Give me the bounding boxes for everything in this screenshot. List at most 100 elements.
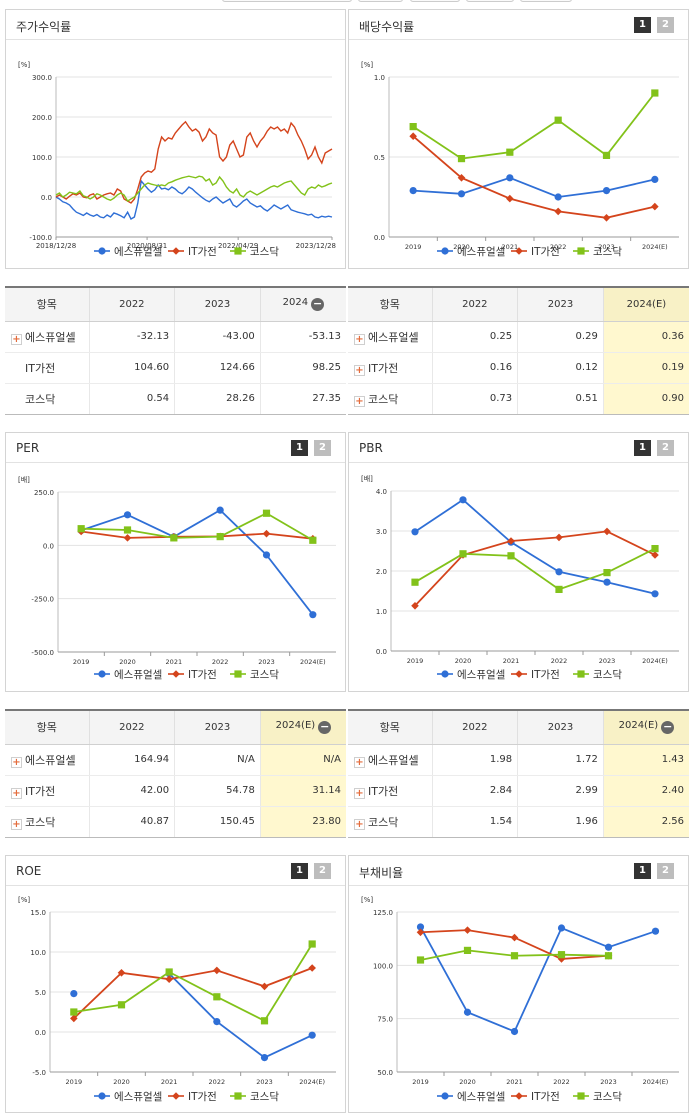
table-cell: 150.45 bbox=[174, 806, 261, 837]
legend-label: IT가전 bbox=[188, 246, 217, 258]
table-cell: 0.73 bbox=[431, 383, 518, 414]
col-header-label: 2024 bbox=[282, 297, 309, 309]
collapse-icon[interactable]: − bbox=[661, 720, 675, 735]
series-line bbox=[413, 176, 656, 198]
legend-marker bbox=[577, 247, 585, 255]
y-tick-label: 200.0 bbox=[32, 114, 52, 122]
expand-icon[interactable]: + bbox=[354, 787, 365, 799]
page-2-button[interactable]: 2 bbox=[657, 17, 674, 33]
collapse-icon[interactable]: − bbox=[318, 720, 332, 735]
table-cell: 0.54 bbox=[88, 383, 175, 414]
price-panel: 주가수익률 [%] -100.0 0.0 100.0 200.0 300.0 2018/12… bbox=[5, 9, 346, 269]
price-panel-header: 주가수익률 bbox=[6, 10, 345, 40]
expand-icon[interactable]: + bbox=[11, 756, 22, 768]
dividend-panel-title: 배당수익률 bbox=[359, 20, 415, 34]
dividend-panel-header: 배당수익률 1 2 bbox=[349, 10, 688, 40]
top-tab-3[interactable] bbox=[410, 0, 460, 2]
data-point bbox=[411, 602, 419, 610]
data-point bbox=[123, 511, 132, 519]
page-1-button[interactable]: 1 bbox=[634, 863, 651, 879]
legend-label: IT가전 bbox=[531, 669, 560, 681]
table-cell: 0.25 bbox=[431, 321, 518, 353]
debt-panel-title: 부채비율 bbox=[359, 866, 404, 880]
page-1-button[interactable]: 1 bbox=[291, 440, 308, 456]
data-point bbox=[510, 952, 519, 960]
table-cell: 28.26 bbox=[174, 383, 261, 414]
top-tab-5[interactable] bbox=[520, 0, 572, 2]
data-point bbox=[308, 1031, 316, 1039]
legend-label: 에스퓨얼셀 bbox=[457, 1091, 505, 1103]
table-row: + IT가전 2.84 2.99 2.40 bbox=[348, 775, 689, 807]
data-point bbox=[411, 578, 419, 586]
data-point bbox=[506, 148, 514, 156]
y-tick-label: -250.0 bbox=[31, 596, 54, 604]
y-tick-label: 0.0 bbox=[374, 234, 385, 242]
data-point bbox=[216, 533, 224, 541]
top-tab-2[interactable] bbox=[358, 0, 403, 2]
x-tick-label: 2023 bbox=[598, 243, 615, 251]
pbr-table: 항목 2022 2023 2024(E) − + 에스퓨얼셀 1.98 1.72 1… bbox=[348, 709, 689, 838]
expand-icon[interactable]: + bbox=[354, 818, 365, 830]
x-tick-label: 2022 bbox=[550, 243, 567, 251]
data-point bbox=[506, 194, 514, 203]
page-2-button[interactable]: 2 bbox=[657, 440, 674, 456]
legend-label: IT가전 bbox=[188, 1091, 217, 1103]
expand-icon[interactable]: + bbox=[11, 818, 22, 830]
table-cell-estimate: 0.19 bbox=[602, 352, 689, 384]
col-header: 항목 bbox=[348, 711, 432, 745]
legend-label: IT가전 bbox=[531, 1091, 560, 1103]
collapse-icon[interactable]: − bbox=[311, 297, 325, 312]
x-tick-label: 2021 bbox=[503, 657, 520, 665]
x-tick-label: 2022 bbox=[553, 1078, 570, 1086]
col-header: 2022 bbox=[431, 711, 518, 745]
table-cell: 98.25 bbox=[259, 352, 346, 384]
expand-icon[interactable]: + bbox=[11, 333, 22, 345]
page-1-button[interactable]: 1 bbox=[634, 440, 651, 456]
data-point bbox=[602, 151, 611, 159]
data-point bbox=[213, 966, 221, 975]
table-row: + 에스퓨얼셀 0.25 0.29 0.36 bbox=[348, 321, 689, 353]
row-label: + 코스닥 bbox=[348, 806, 432, 837]
table-cell: 124.66 bbox=[174, 352, 261, 384]
table-header-row: 항목 2022 2023 2024(E) bbox=[348, 288, 689, 322]
page-2-button[interactable]: 2 bbox=[314, 440, 331, 456]
data-point bbox=[262, 551, 271, 559]
legend-label: IT가전 bbox=[531, 246, 560, 258]
table-cell: 40.87 bbox=[88, 806, 175, 837]
table-row: + 코스닥 0.73 0.51 0.90 bbox=[348, 383, 689, 414]
y-tick-label: 0.5 bbox=[374, 154, 385, 162]
expand-icon[interactable]: + bbox=[354, 756, 365, 768]
page-2-button[interactable]: 2 bbox=[657, 863, 674, 879]
data-point bbox=[651, 175, 659, 183]
x-tick-label: 2022 bbox=[212, 658, 229, 666]
top-tab-1[interactable] bbox=[222, 0, 352, 2]
page-1-button[interactable]: 1 bbox=[291, 863, 308, 879]
page-1-button[interactable]: 1 bbox=[634, 17, 651, 33]
expand-icon[interactable]: + bbox=[354, 364, 365, 376]
page-2-button[interactable]: 2 bbox=[314, 863, 331, 879]
legend-marker bbox=[172, 1092, 180, 1100]
expand-icon[interactable]: + bbox=[354, 333, 365, 345]
table-cell: 2.99 bbox=[517, 775, 604, 807]
data-point bbox=[555, 568, 563, 576]
x-tick-label: 2022 bbox=[551, 657, 568, 665]
dividend-chart: [%] 0.0 0.5 1.0 2019 2020 2021 2022 2023 2024(E) 에… bbox=[361, 61, 679, 258]
data-point bbox=[457, 190, 466, 198]
data-point bbox=[123, 534, 132, 542]
col-header: 2023 bbox=[517, 711, 604, 745]
series-line bbox=[414, 498, 656, 595]
expand-icon[interactable]: + bbox=[11, 787, 22, 799]
data-point bbox=[463, 1008, 472, 1016]
x-tick-label: 2023 bbox=[258, 658, 275, 666]
row-name: 에스퓨얼셀 bbox=[25, 330, 76, 344]
series-line bbox=[168, 972, 313, 1059]
data-point bbox=[554, 116, 562, 124]
expand-icon[interactable]: + bbox=[354, 395, 365, 407]
debt-panel: 부채비율 1 2 [%] 50.0 75.0 100.0 125.0 2019 2020 20… bbox=[348, 855, 689, 1113]
y-tick-label: 3.0 bbox=[376, 528, 387, 536]
x-tick-label: 2020 bbox=[113, 1078, 130, 1086]
data-point bbox=[260, 1017, 269, 1025]
table-cell: 1.72 bbox=[517, 744, 604, 776]
legend-marker bbox=[577, 670, 585, 678]
top-tab-4[interactable] bbox=[466, 0, 514, 2]
